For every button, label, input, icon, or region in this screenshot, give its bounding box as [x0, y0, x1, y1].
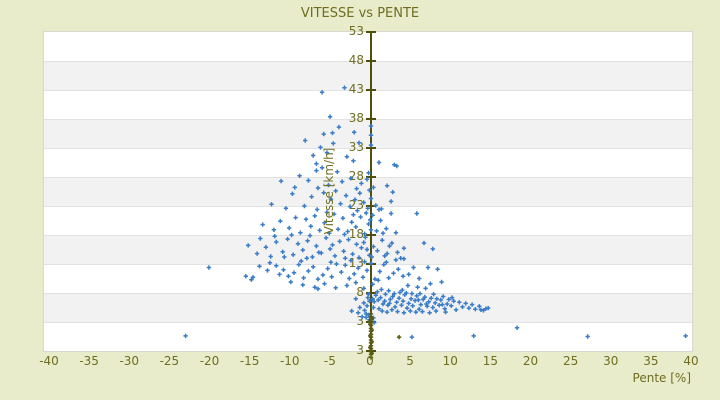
x-tick-label: -15 [239, 354, 260, 368]
y-tick-mark [366, 89, 376, 91]
vitesse-vs-pente-points [183, 85, 688, 340]
x-tick-label: -35 [79, 354, 99, 368]
plot-area: 53 48 43 38 33 28 23 18 13 8 3 3 Vitesse [km/h] [43, 24, 693, 360]
y-tick-label: 18 [348, 227, 364, 241]
y-tick-label: 28 [348, 169, 364, 183]
y-tick-mark [366, 176, 376, 178]
y-tick-mark [366, 292, 376, 294]
x-tick-label: -5 [323, 354, 336, 368]
y-tick-label: 8 [356, 285, 364, 299]
x-tick-label: 5 [406, 354, 414, 368]
y-tick-label: 43 [348, 82, 364, 96]
grid-band [44, 90, 692, 119]
x-tick-label: -30 [119, 354, 140, 368]
y-tick-mark [366, 147, 376, 149]
x-tick-label: 15 [482, 354, 499, 368]
chart-title: VITESSE vs PENTE [300, 6, 420, 21]
x-tick-label: -25 [159, 354, 180, 368]
y-axis-title: Vitesse [km/h] [322, 147, 336, 234]
grid-band [44, 32, 692, 61]
x-tick-label: 40 [683, 354, 699, 368]
x-axis-title: Pente [%] [632, 371, 691, 385]
y-tick-label: 53 [348, 24, 364, 38]
y-tick-label: 38 [348, 111, 364, 125]
y-tick-mark [366, 31, 376, 33]
y-tick-mark [366, 205, 376, 207]
y-tick-label: 3 [356, 314, 364, 328]
zero-pente-column-points [368, 311, 402, 360]
x-tick-label: -40 [39, 354, 59, 368]
y-tick-mark [366, 118, 376, 120]
x-tick-label: 10 [442, 354, 458, 368]
y-tick-label: 23 [348, 198, 364, 212]
y-tick-mark [366, 60, 376, 62]
x-tick-label: 30 [603, 354, 619, 368]
x-tick-label: 0 [366, 354, 374, 368]
y-tick-mark [366, 234, 376, 236]
x-tick-label: -10 [279, 354, 300, 368]
scatter-points [183, 85, 688, 360]
x-tick-label: 20 [522, 354, 539, 368]
x-tick-label: 35 [643, 354, 659, 368]
y-axis-line [370, 32, 372, 354]
y-tick-label: 13 [348, 256, 364, 270]
y-tick-label: 3 [356, 343, 364, 357]
x-tick-label: -20 [199, 354, 220, 368]
y-tick-label: 48 [348, 53, 364, 67]
x-tick-label: 25 [562, 354, 579, 368]
